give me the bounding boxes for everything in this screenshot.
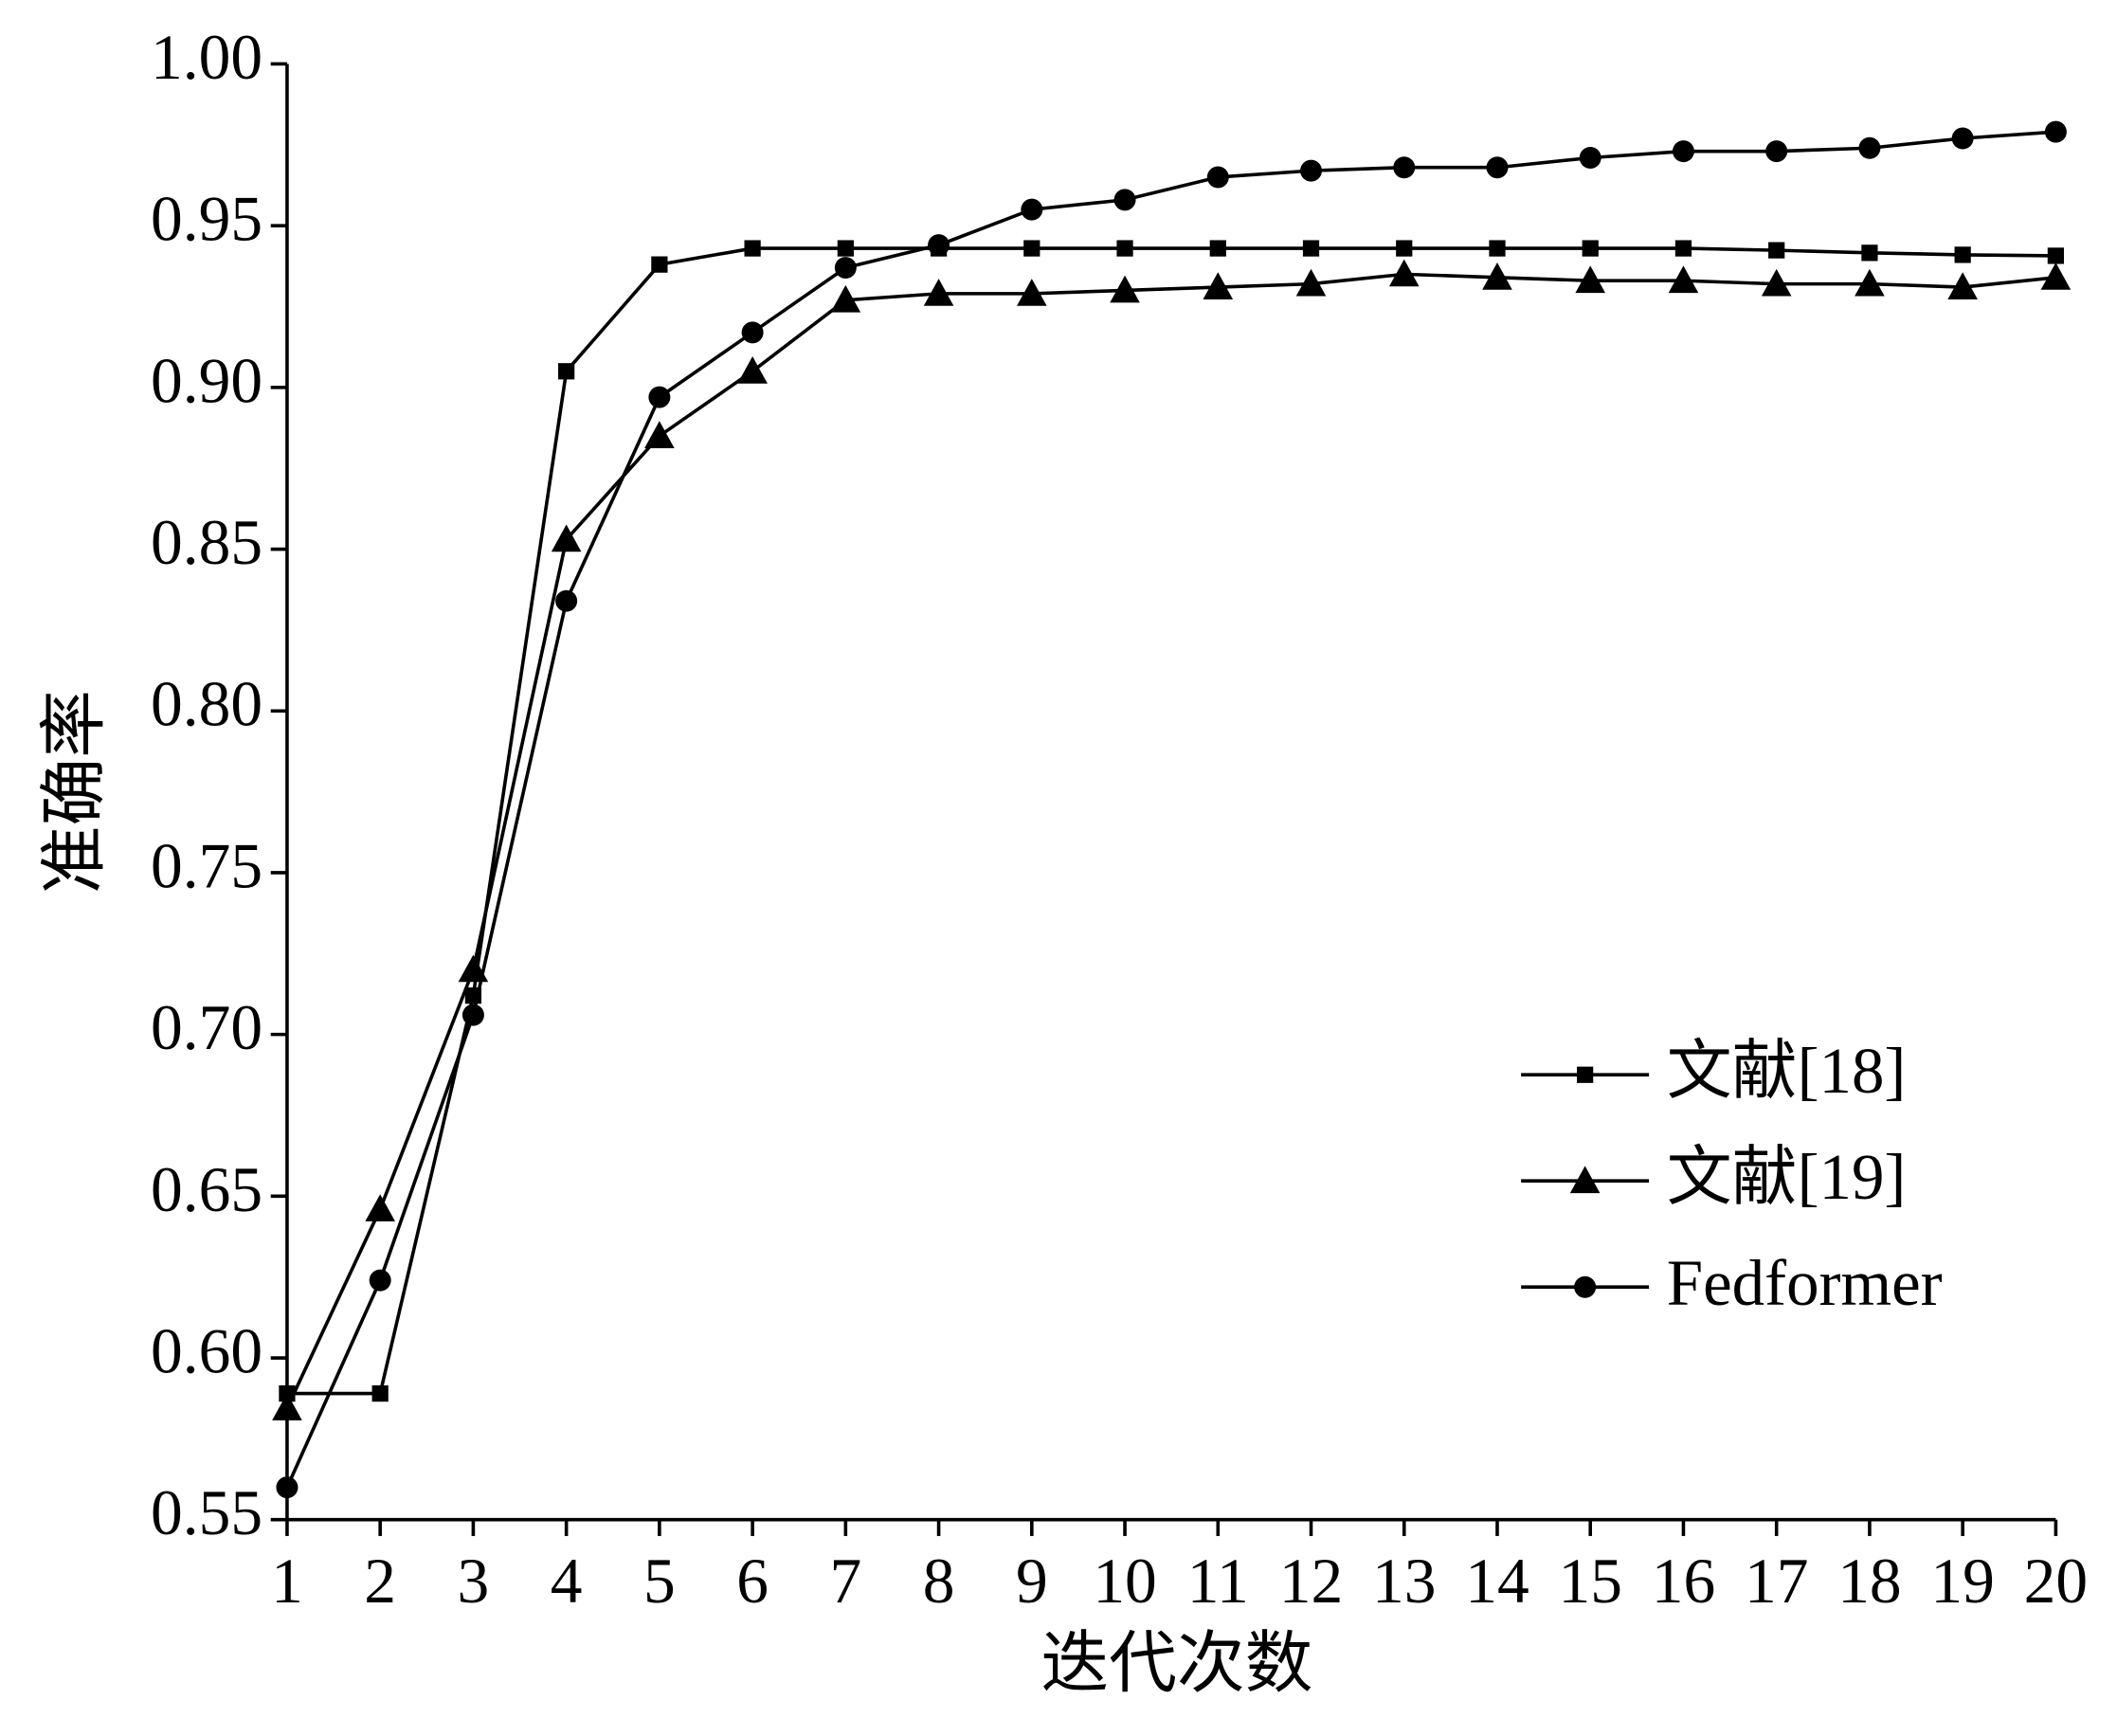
legend-marker: [1574, 1275, 1597, 1298]
marker: [830, 284, 861, 313]
marker: [1302, 240, 1320, 257]
x-tick-label: 10: [1093, 1546, 1156, 1617]
marker: [1388, 259, 1420, 287]
marker: [1295, 268, 1327, 297]
marker: [1023, 240, 1040, 257]
marker: [1582, 240, 1599, 257]
marker: [923, 279, 954, 306]
y-tick-label: 0.75: [151, 830, 262, 901]
marker: [1765, 140, 1788, 163]
y-tick-label: 0.95: [151, 184, 262, 255]
x-tick-label: 3: [458, 1546, 490, 1617]
marker: [1947, 272, 1978, 299]
marker: [1668, 265, 1699, 294]
marker: [461, 1004, 484, 1026]
marker: [2047, 247, 2065, 264]
marker: [1489, 240, 1506, 257]
marker: [834, 257, 857, 280]
marker: [741, 321, 764, 344]
marker: [2044, 120, 2067, 143]
y-tick-label: 0.90: [151, 345, 262, 416]
marker: [1954, 246, 1971, 263]
x-tick-label: 20: [2024, 1546, 2088, 1617]
legend-label: Fedformer: [1667, 1247, 1943, 1319]
marker: [276, 1476, 299, 1499]
marker: [1116, 240, 1133, 257]
marker: [558, 363, 575, 380]
legend-marker: [1577, 1066, 1594, 1083]
x-tick-label: 6: [736, 1546, 769, 1617]
x-tick-label: 13: [1372, 1546, 1436, 1617]
marker: [2040, 262, 2072, 290]
marker: [1855, 268, 1885, 297]
x-tick-label: 12: [1279, 1546, 1343, 1617]
marker: [272, 1393, 302, 1420]
x-axis-label: 迭代次数: [1040, 1626, 1312, 1702]
series-line: [286, 246, 2056, 1396]
legend-label: 文献[18]: [1667, 1035, 1907, 1107]
marker: [1209, 240, 1226, 257]
marker: [1672, 140, 1694, 163]
marker: [1579, 146, 1601, 169]
marker: [737, 356, 768, 384]
marker: [1858, 136, 1881, 159]
y-tick-label: 0.55: [151, 1477, 262, 1548]
x-tick-label: 7: [829, 1546, 861, 1617]
x-tick-label: 8: [923, 1546, 955, 1617]
marker: [644, 421, 675, 448]
marker: [1761, 268, 1792, 297]
marker: [1110, 275, 1140, 303]
series-line: [285, 272, 2056, 1409]
x-tick-label: 17: [1745, 1546, 1808, 1617]
marker: [1486, 156, 1509, 179]
x-tick-label: 15: [1558, 1546, 1621, 1617]
marker: [365, 1194, 395, 1221]
y-tick-label: 0.80: [151, 669, 262, 740]
marker: [928, 234, 950, 257]
marker: [744, 240, 761, 257]
y-tick-label: 0.70: [151, 992, 262, 1063]
marker: [837, 240, 854, 257]
legend-label: 文献[19]: [1667, 1141, 1907, 1213]
marker: [1113, 189, 1136, 211]
x-tick-label: 16: [1652, 1546, 1715, 1617]
marker: [369, 1269, 391, 1292]
marker: [555, 589, 578, 612]
marker: [1300, 159, 1323, 182]
marker: [651, 256, 668, 273]
marker: [1203, 272, 1234, 299]
y-tick-label: 0.65: [151, 1154, 262, 1225]
y-axis-label: 准确率: [37, 690, 113, 894]
marker: [1017, 279, 1047, 306]
marker: [371, 1384, 389, 1402]
x-tick-label: 14: [1465, 1546, 1529, 1617]
marker: [1206, 166, 1229, 189]
marker: [648, 386, 671, 408]
marker: [1482, 262, 1512, 290]
x-tick-label: 2: [364, 1546, 396, 1617]
marker: [1768, 242, 1785, 259]
marker: [1951, 127, 1974, 150]
y-tick-label: 0.85: [151, 507, 262, 578]
x-tick-label: 11: [1187, 1546, 1249, 1617]
marker: [1393, 156, 1416, 179]
x-tick-label: 18: [1837, 1546, 1901, 1617]
legend-marker: [1569, 1166, 1601, 1194]
series-line: [285, 130, 2056, 1489]
y-tick-label: 0.60: [151, 1316, 262, 1387]
x-tick-label: 4: [551, 1546, 583, 1617]
marker: [1021, 198, 1043, 221]
x-tick-label: 9: [1016, 1546, 1048, 1617]
x-tick-label: 5: [643, 1546, 676, 1617]
marker: [551, 524, 582, 552]
marker: [1396, 240, 1413, 257]
marker: [1674, 240, 1692, 257]
x-tick-label: 19: [1930, 1546, 1994, 1617]
y-tick-label: 1.00: [151, 22, 262, 93]
x-tick-label: 1: [271, 1546, 303, 1617]
marker: [1861, 244, 1878, 262]
marker: [1575, 265, 1606, 294]
